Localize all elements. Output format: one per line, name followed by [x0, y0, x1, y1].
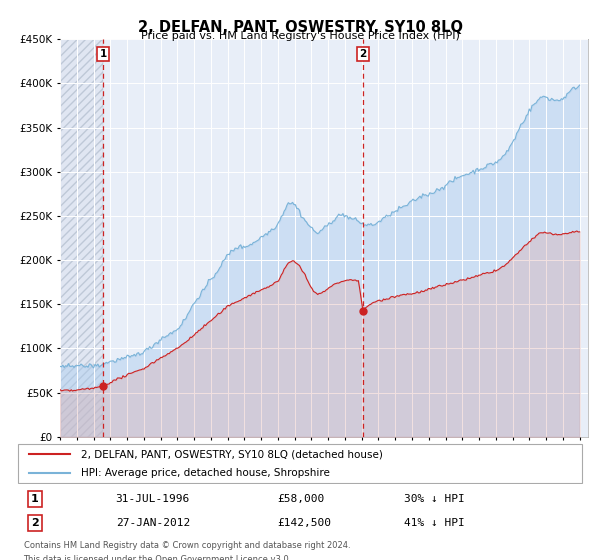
Text: 41% ↓ HPI: 41% ↓ HPI — [404, 518, 464, 528]
Text: 30% ↓ HPI: 30% ↓ HPI — [404, 494, 464, 504]
Text: 27-JAN-2012: 27-JAN-2012 — [116, 518, 190, 528]
Text: £58,000: £58,000 — [277, 494, 324, 504]
Text: Price paid vs. HM Land Registry's House Price Index (HPI): Price paid vs. HM Land Registry's House … — [140, 31, 460, 41]
Text: 1: 1 — [31, 494, 39, 504]
Text: 2, DELFAN, PANT, OSWESTRY, SY10 8LQ (detached house): 2, DELFAN, PANT, OSWESTRY, SY10 8LQ (det… — [81, 449, 383, 459]
Text: 1: 1 — [100, 49, 107, 59]
Text: 2: 2 — [359, 49, 367, 59]
Text: HPI: Average price, detached house, Shropshire: HPI: Average price, detached house, Shro… — [81, 468, 330, 478]
Text: £142,500: £142,500 — [277, 518, 331, 528]
Text: Contains HM Land Registry data © Crown copyright and database right 2024.: Contains HM Land Registry data © Crown c… — [23, 541, 350, 550]
Text: This data is licensed under the Open Government Licence v3.0.: This data is licensed under the Open Gov… — [23, 556, 292, 560]
Text: 2, DELFAN, PANT, OSWESTRY, SY10 8LQ: 2, DELFAN, PANT, OSWESTRY, SY10 8LQ — [137, 20, 463, 35]
Text: 31-JUL-1996: 31-JUL-1996 — [116, 494, 190, 504]
Text: 2: 2 — [31, 518, 39, 528]
Bar — [60, 39, 103, 437]
FancyBboxPatch shape — [18, 444, 582, 483]
